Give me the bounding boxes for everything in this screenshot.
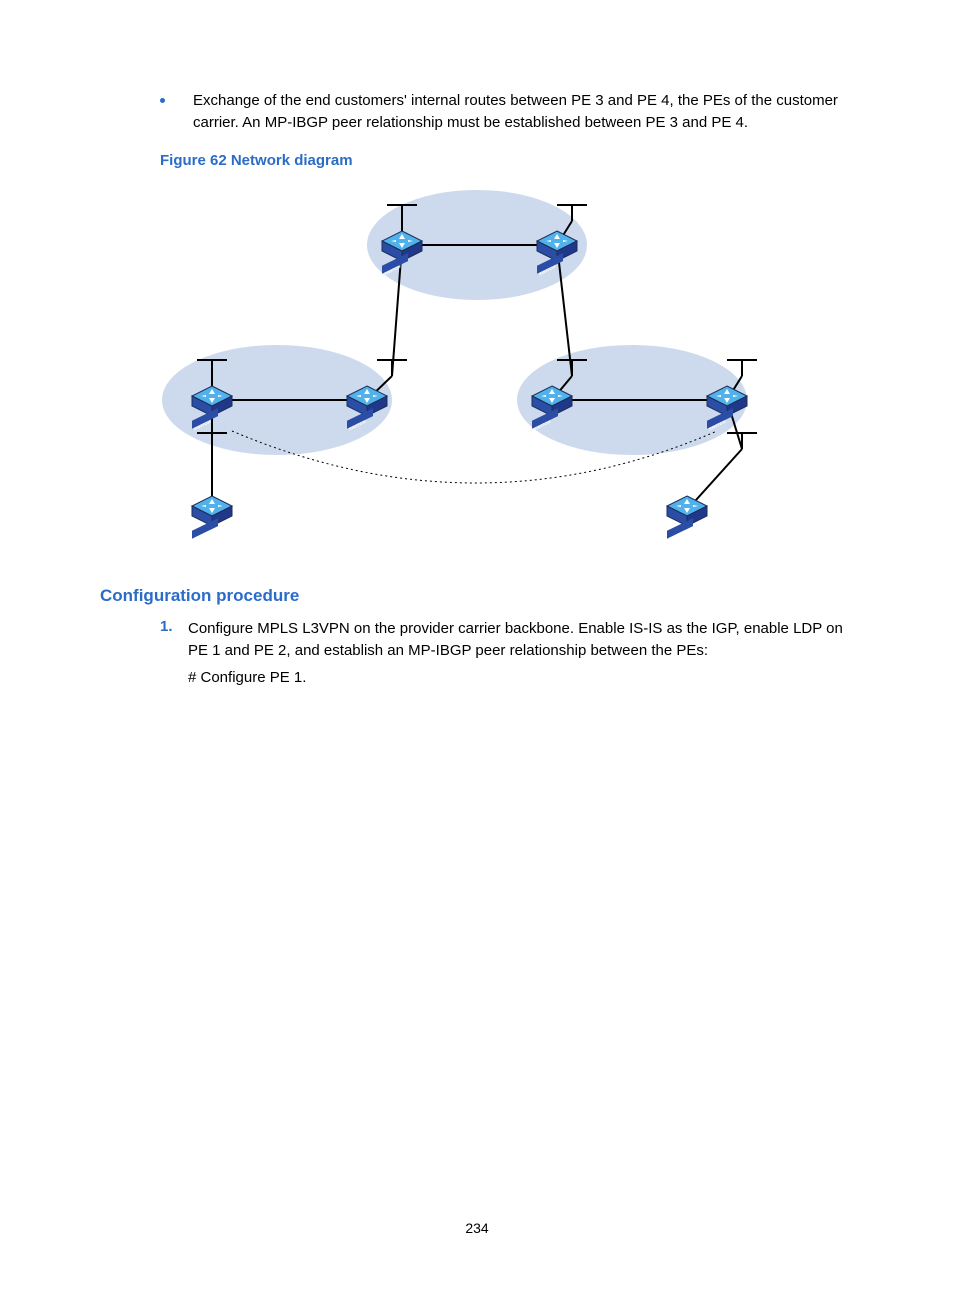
section-heading: Configuration procedure — [100, 586, 854, 606]
bullet-dot-icon — [160, 98, 165, 103]
step-number: 1. — [160, 618, 188, 635]
bullet-item: Exchange of the end customers' internal … — [160, 90, 854, 134]
network-diagram-svg: SWITCHSWITCHSWITCHSWITCHSWITCHSWITCHSWIT… — [157, 175, 797, 555]
page-number: 234 — [0, 1220, 954, 1236]
figure-caption: Figure 62 Network diagram — [160, 152, 854, 169]
step-body: Configure MPLS L3VPN on the provider car… — [188, 618, 854, 663]
step-item: 1. Configure MPLS L3VPN on the provider … — [160, 618, 854, 663]
page: Exchange of the end customers' internal … — [0, 0, 954, 1296]
bullet-text: Exchange of the end customers' internal … — [193, 90, 854, 134]
step-subline: # Configure PE 1. — [188, 669, 854, 686]
network-diagram: SWITCHSWITCHSWITCHSWITCHSWITCHSWITCHSWIT… — [157, 175, 797, 560]
